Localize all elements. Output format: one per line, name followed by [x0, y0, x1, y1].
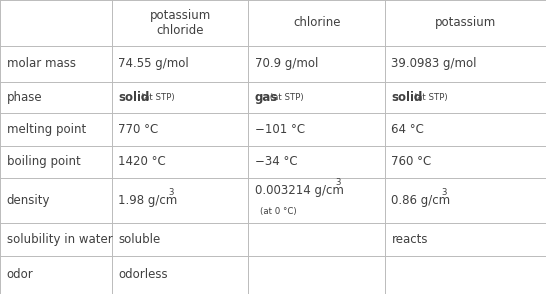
Text: 39.0983 g/mol: 39.0983 g/mol — [391, 57, 477, 71]
Text: 0.003214 g/cm: 0.003214 g/cm — [255, 184, 344, 197]
Text: 770 °C: 770 °C — [118, 123, 159, 136]
Text: (at 0 °C): (at 0 °C) — [260, 207, 297, 216]
Text: 70.9 g/mol: 70.9 g/mol — [255, 57, 318, 71]
Text: 1420 °C: 1420 °C — [118, 155, 166, 168]
Text: 3: 3 — [336, 178, 341, 187]
Text: odor: odor — [7, 268, 33, 281]
Text: −34 °C: −34 °C — [255, 155, 298, 168]
Text: 1.98 g/cm: 1.98 g/cm — [118, 194, 178, 207]
Text: −101 °C: −101 °C — [255, 123, 305, 136]
Text: 3: 3 — [442, 188, 447, 197]
Text: phase: phase — [7, 91, 42, 104]
Text: 3: 3 — [169, 188, 174, 197]
Text: boiling point: boiling point — [7, 155, 80, 168]
Text: potassium: potassium — [435, 16, 496, 29]
Text: 74.55 g/mol: 74.55 g/mol — [118, 57, 189, 71]
Text: (at STP): (at STP) — [411, 93, 448, 102]
Text: 760 °C: 760 °C — [391, 155, 432, 168]
Text: 64 °C: 64 °C — [391, 123, 424, 136]
Text: chlorine: chlorine — [293, 16, 340, 29]
Text: reacts: reacts — [391, 233, 428, 246]
Text: (at STP): (at STP) — [267, 93, 304, 102]
Text: solid: solid — [391, 91, 423, 104]
Text: potassium
chloride: potassium chloride — [150, 9, 211, 37]
Text: density: density — [7, 194, 50, 207]
Text: molar mass: molar mass — [7, 57, 75, 71]
Text: solubility in water: solubility in water — [7, 233, 112, 246]
Text: gas: gas — [255, 91, 278, 104]
Text: odorless: odorless — [118, 268, 168, 281]
Text: soluble: soluble — [118, 233, 161, 246]
Text: (at STP): (at STP) — [138, 93, 175, 102]
Text: 0.86 g/cm: 0.86 g/cm — [391, 194, 450, 207]
Text: solid: solid — [118, 91, 150, 104]
Text: melting point: melting point — [7, 123, 86, 136]
